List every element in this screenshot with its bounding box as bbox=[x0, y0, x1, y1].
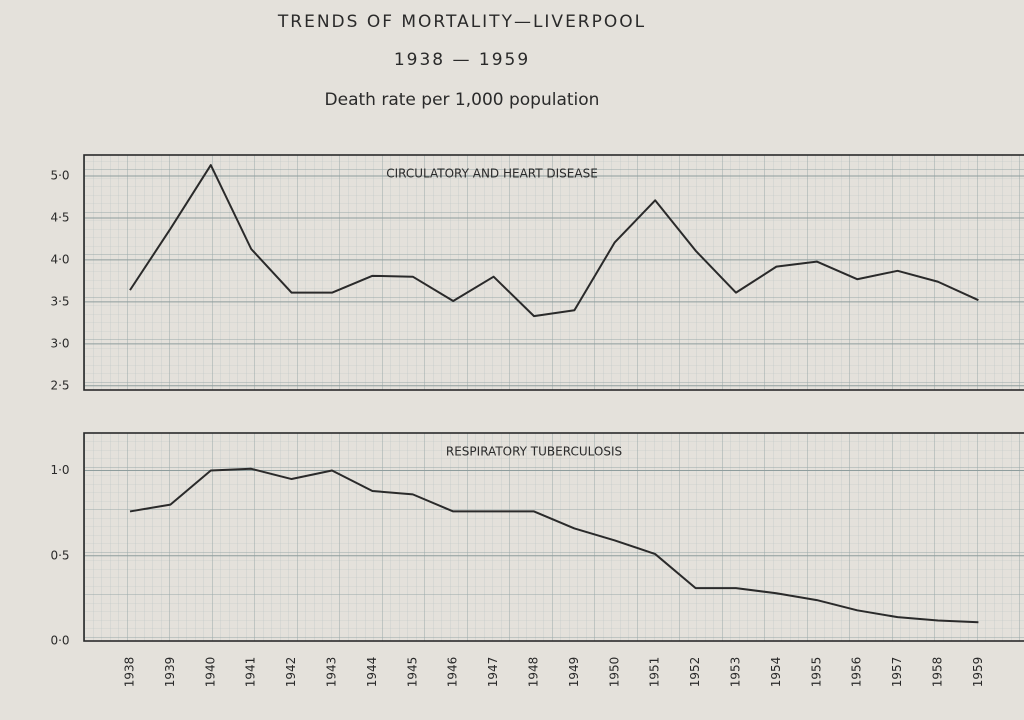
x-tick-label: 1941 bbox=[244, 657, 258, 688]
y-tick-label: 3·5 bbox=[50, 294, 69, 308]
panel-frame bbox=[83, 154, 1024, 391]
y-tick-label: 5·0 bbox=[50, 168, 69, 182]
x-tick-label: 1959 bbox=[971, 657, 985, 688]
x-tick-label: 1956 bbox=[850, 657, 864, 688]
x-tick-label: 1952 bbox=[688, 657, 702, 688]
coarse-grid bbox=[84, 155, 1024, 390]
x-tick-label: 1950 bbox=[607, 657, 621, 688]
x-tick-label: 1939 bbox=[163, 657, 177, 688]
chart-subtitle: 1938 — 1959 bbox=[394, 50, 530, 70]
y-tick-label: 4·0 bbox=[50, 252, 69, 266]
panel-label: RESPIRATORY TUBERCULOSIS bbox=[446, 445, 622, 459]
x-tick-label: 1953 bbox=[729, 657, 743, 688]
x-tick-label: 1954 bbox=[769, 657, 783, 688]
data-line bbox=[129, 164, 979, 318]
x-tick-label: 1957 bbox=[890, 657, 904, 688]
x-tick-label: 1940 bbox=[203, 657, 217, 688]
x-tick-label: 1938 bbox=[123, 657, 137, 688]
y-tick-label: 4·5 bbox=[50, 210, 69, 224]
x-tick-label: 1945 bbox=[405, 657, 419, 688]
x-tick-label: 1948 bbox=[527, 657, 541, 688]
units-note: Death rate per 1,000 population bbox=[325, 90, 600, 110]
x-tick-label: 1955 bbox=[809, 657, 823, 688]
y-tick-label: 3·0 bbox=[50, 336, 69, 350]
y-tick-label: 2·5 bbox=[50, 378, 69, 392]
x-tick-label: 1958 bbox=[931, 657, 945, 688]
x-tick-label: 1947 bbox=[486, 657, 500, 688]
coarse-grid bbox=[84, 433, 1024, 641]
y-tick-label: 0·5 bbox=[50, 548, 69, 562]
panel-frame bbox=[83, 432, 1024, 642]
y-tick-label: 0·0 bbox=[50, 634, 69, 648]
data-line bbox=[129, 467, 979, 624]
panel-label: CIRCULATORY AND HEART DISEASE bbox=[386, 167, 598, 181]
x-tick-label: 1946 bbox=[446, 657, 460, 688]
x-tick-label: 1951 bbox=[648, 657, 662, 688]
chart-title: TRENDS OF MORTALITY—LIVERPOOL bbox=[277, 12, 646, 32]
y-tick-label: 1·0 bbox=[50, 463, 69, 477]
x-tick-label: 1944 bbox=[365, 657, 379, 688]
x-tick-label: 1943 bbox=[325, 657, 339, 688]
x-tick-label: 1942 bbox=[284, 657, 298, 688]
x-tick-label: 1949 bbox=[567, 657, 581, 688]
